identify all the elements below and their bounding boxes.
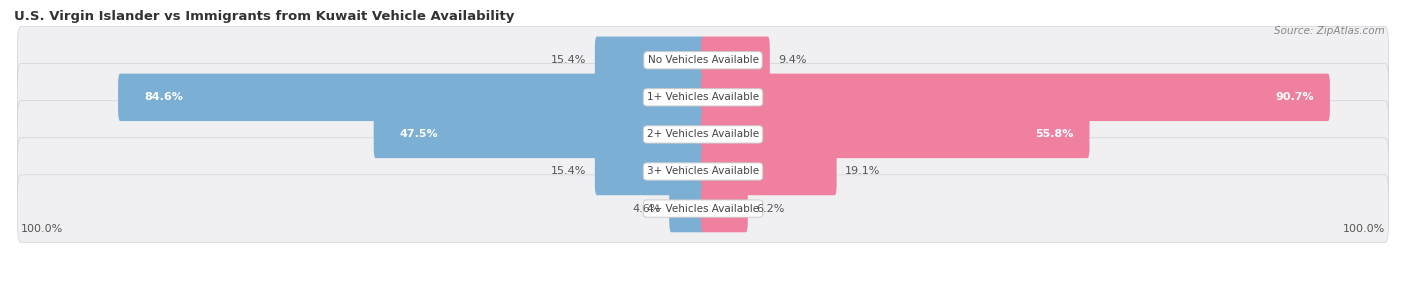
FancyBboxPatch shape bbox=[669, 185, 704, 232]
Text: 15.4%: 15.4% bbox=[551, 55, 586, 65]
FancyBboxPatch shape bbox=[17, 101, 1389, 168]
Text: U.S. Virgin Islander vs Immigrants from Kuwait Vehicle Availability: U.S. Virgin Islander vs Immigrants from … bbox=[14, 10, 515, 23]
FancyBboxPatch shape bbox=[17, 27, 1389, 94]
Text: 4.6%: 4.6% bbox=[633, 204, 661, 214]
FancyBboxPatch shape bbox=[17, 175, 1389, 242]
Text: 6.2%: 6.2% bbox=[756, 204, 785, 214]
Text: 4+ Vehicles Available: 4+ Vehicles Available bbox=[647, 204, 759, 214]
FancyBboxPatch shape bbox=[702, 37, 770, 84]
Text: 19.1%: 19.1% bbox=[845, 166, 880, 176]
FancyBboxPatch shape bbox=[374, 111, 704, 158]
FancyBboxPatch shape bbox=[118, 74, 704, 121]
Text: 100.0%: 100.0% bbox=[1343, 224, 1385, 234]
Text: 84.6%: 84.6% bbox=[145, 92, 183, 102]
Text: 100.0%: 100.0% bbox=[21, 224, 63, 234]
Text: 9.4%: 9.4% bbox=[778, 55, 807, 65]
Text: 55.8%: 55.8% bbox=[1035, 130, 1074, 139]
FancyBboxPatch shape bbox=[595, 148, 704, 195]
Text: No Vehicles Available: No Vehicles Available bbox=[648, 55, 758, 65]
FancyBboxPatch shape bbox=[702, 111, 1090, 158]
Text: 1+ Vehicles Available: 1+ Vehicles Available bbox=[647, 92, 759, 102]
FancyBboxPatch shape bbox=[17, 63, 1389, 131]
FancyBboxPatch shape bbox=[702, 74, 1330, 121]
Text: 47.5%: 47.5% bbox=[399, 130, 439, 139]
Text: 3+ Vehicles Available: 3+ Vehicles Available bbox=[647, 166, 759, 176]
FancyBboxPatch shape bbox=[702, 185, 748, 232]
Text: 2+ Vehicles Available: 2+ Vehicles Available bbox=[647, 130, 759, 139]
Text: 90.7%: 90.7% bbox=[1275, 92, 1315, 102]
FancyBboxPatch shape bbox=[17, 138, 1389, 205]
Text: Source: ZipAtlas.com: Source: ZipAtlas.com bbox=[1274, 26, 1385, 36]
FancyBboxPatch shape bbox=[595, 37, 704, 84]
Text: 15.4%: 15.4% bbox=[551, 166, 586, 176]
FancyBboxPatch shape bbox=[702, 148, 837, 195]
